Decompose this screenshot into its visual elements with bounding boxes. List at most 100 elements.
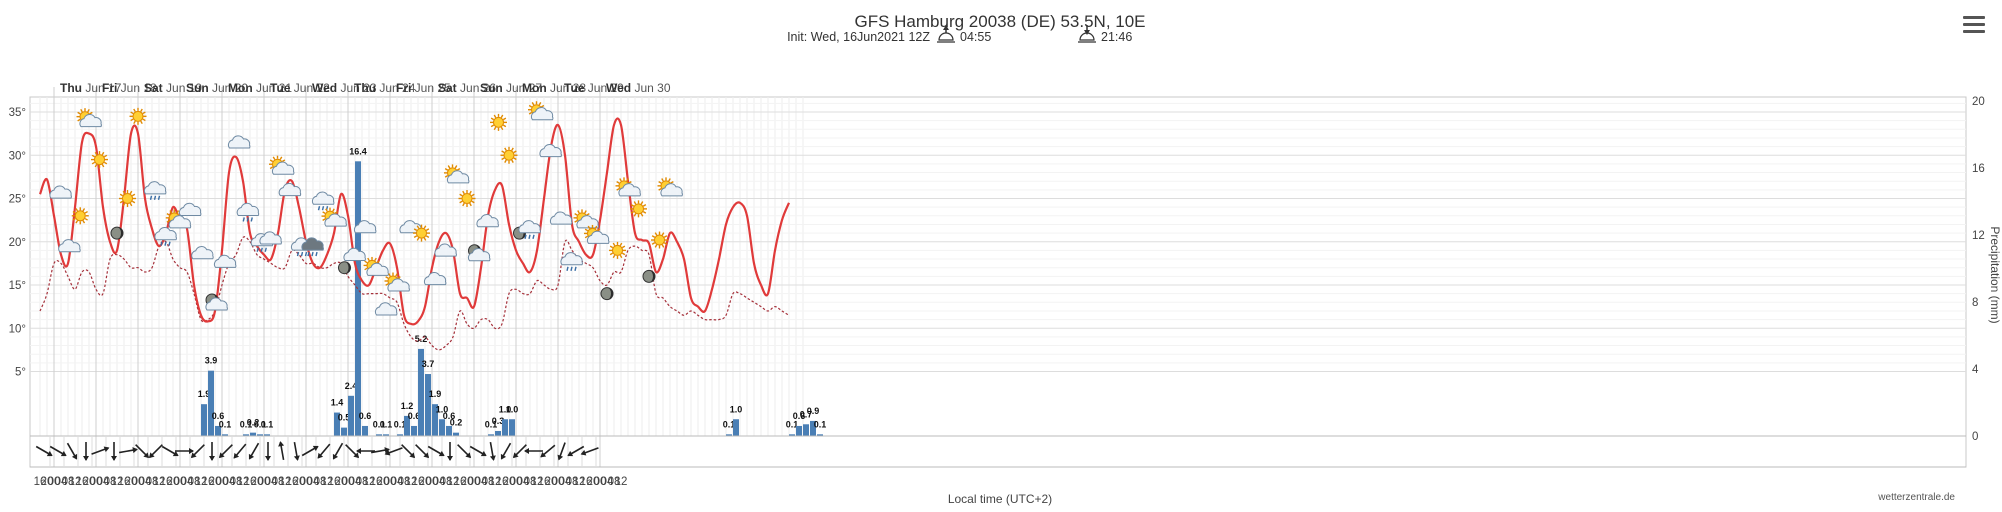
cloud-icon xyxy=(213,254,237,268)
precipitation-label: 0.1 xyxy=(394,419,407,429)
x-tick-label: 00 xyxy=(48,476,61,488)
x-axis-ticks: 1620000408121620000408121620000408121620… xyxy=(34,476,628,488)
x-tick-label: 04 xyxy=(181,476,194,488)
sun-cloud-icon xyxy=(165,209,192,229)
precipitation-label: 2.4 xyxy=(345,381,358,391)
precipitation-label: 1.9 xyxy=(429,389,442,399)
precipitation-bar xyxy=(404,415,410,436)
wind-arrow-icon xyxy=(49,445,67,457)
precipitation-label: 0.7 xyxy=(800,409,813,419)
precipitation-label: 1.0 xyxy=(730,404,743,414)
cloud-icon xyxy=(434,243,457,257)
moon-icon xyxy=(600,287,614,301)
sun-cloud-icon xyxy=(615,177,641,197)
x-tick-label: 00 xyxy=(342,476,355,488)
x-tick-label: 04 xyxy=(223,476,236,488)
sunset-icon xyxy=(1078,25,1096,43)
x-tick-label: 00 xyxy=(426,476,439,488)
x-tick-label: 20 xyxy=(503,476,516,488)
x-tick-label: 20 xyxy=(251,476,264,488)
precipitation-bar xyxy=(208,370,214,436)
wind-arrow-icon xyxy=(447,442,453,461)
wind-arrow-icon xyxy=(580,447,599,456)
wind-arrow-icon xyxy=(265,442,271,461)
x-tick-label: 20 xyxy=(293,476,306,488)
x-tick-label: 16 xyxy=(118,476,131,488)
x-tick-label: 04 xyxy=(517,476,530,488)
cloud-icon xyxy=(191,246,214,260)
wind-arrow-icon xyxy=(489,441,496,461)
precipitation-label: 3.7 xyxy=(422,359,435,369)
sun-cloud-icon xyxy=(528,101,554,121)
precipitation-bar xyxy=(341,427,347,436)
sun-cloud-icon xyxy=(269,155,295,175)
x-tick-label: 20 xyxy=(167,476,180,488)
precipitation-label: 0.2 xyxy=(247,418,260,428)
y-axis-right-title: Precipitation (mm) xyxy=(1988,226,2002,323)
x-tick-label: 12 xyxy=(405,476,418,488)
sunrise-time: 04:55 xyxy=(960,30,991,44)
precipitation-bar xyxy=(432,404,438,436)
x-axis-title: Local time (UTC+2) xyxy=(948,492,1052,506)
x-tick-label: 00 xyxy=(216,476,229,488)
x-tick-label: 08 xyxy=(146,476,159,488)
x-tick-label: 12 xyxy=(153,476,166,488)
sun-icon xyxy=(609,241,626,259)
precipitation-label: 0.2 xyxy=(450,418,463,428)
precipitation-label: 1.4 xyxy=(331,398,344,408)
x-tick-label: 00 xyxy=(510,476,523,488)
wind-arrow-icon xyxy=(384,447,403,456)
y-left-tick-label: 20° xyxy=(9,237,26,249)
precipitation-bar xyxy=(796,425,802,436)
x-tick-label: 12 xyxy=(69,476,82,488)
x-tick-label: 08 xyxy=(608,476,621,488)
rain-cloud-icon xyxy=(143,181,167,201)
x-tick-label: 12 xyxy=(489,476,502,488)
precipitation-label: 0.5 xyxy=(338,413,351,423)
x-tick-label: 08 xyxy=(104,476,117,488)
precipitation-label: 0.6 xyxy=(408,411,421,421)
x-tick-label: 12 xyxy=(279,476,292,488)
cloud-icon xyxy=(353,220,377,234)
precipitation-bar xyxy=(222,434,228,436)
x-tick-label: 20 xyxy=(83,476,96,488)
precipitation-bar xyxy=(509,419,515,436)
sun-cloud-icon xyxy=(384,272,410,292)
wind-arrow-icon xyxy=(317,443,331,459)
wind-arrow-icon xyxy=(524,448,543,454)
day-label: Sun Jun 27 xyxy=(480,81,542,95)
y-left-tick-label: 5° xyxy=(15,367,26,379)
init-time: Init: Wed, 16Jun2021 12Z xyxy=(787,30,930,44)
precipitation-label: 16.4 xyxy=(349,146,367,156)
day-label: Thu Jun 24 xyxy=(354,81,416,95)
credit-text: wetterzentrale.de xyxy=(1877,492,1955,503)
precipitation-label: 0.1 xyxy=(380,419,393,429)
sun-cloud-icon xyxy=(584,224,610,244)
x-tick-label: 04 xyxy=(349,476,362,488)
hamburger-menu-icon[interactable] xyxy=(1963,16,1985,36)
x-tick-label: 08 xyxy=(272,476,285,488)
rain-cloud-icon xyxy=(154,227,177,246)
x-tick-label: 20 xyxy=(125,476,138,488)
x-tick-label: 08 xyxy=(482,476,495,488)
wind-arrow-icon xyxy=(148,444,163,459)
precipitation-label: 1.0 xyxy=(436,404,449,414)
precipitation-label: 0.6 xyxy=(212,411,225,421)
x-tick-label: 04 xyxy=(559,476,572,488)
precipitation-bar xyxy=(453,432,459,436)
cloud-icon xyxy=(58,239,81,253)
wind-arrow-icon xyxy=(35,445,53,457)
precipitation-label: 0.1 xyxy=(485,419,498,429)
wind-arrow-icon xyxy=(301,445,319,457)
day-label: Sat Jun 26 xyxy=(438,81,496,95)
wind-arrow-icon xyxy=(175,448,194,454)
x-tick-label: 08 xyxy=(566,476,579,488)
precipitation-label: 0.1 xyxy=(723,419,736,429)
sun-icon xyxy=(490,113,507,131)
x-tick-label: 16 xyxy=(412,476,425,488)
y-left-tick-label: 25° xyxy=(9,194,26,206)
wind-arrow-icon xyxy=(218,444,233,459)
x-tick-label: 08 xyxy=(62,476,75,488)
x-tick-label: 20 xyxy=(335,476,348,488)
y-right-tick-label: 4 xyxy=(1972,364,1979,376)
